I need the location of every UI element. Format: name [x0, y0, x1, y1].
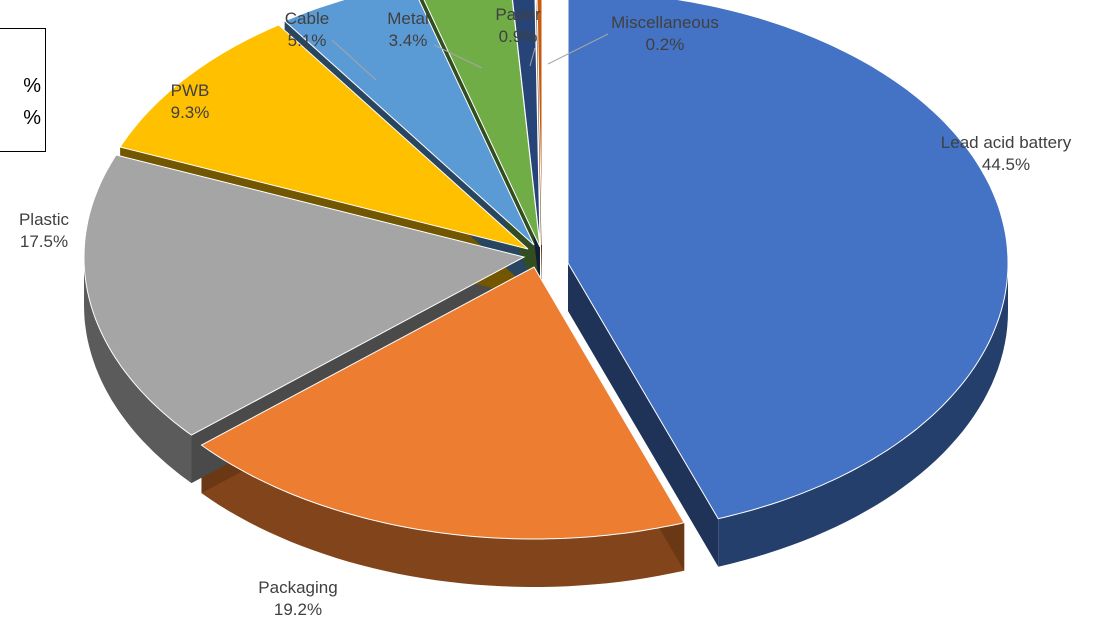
- leader-line-6: [529, 47, 536, 67]
- pie-labels: Lead acid battery 44.5% Packaging 19.2% Plas…: [19, 5, 1072, 619]
- leader-line-5: [433, 44, 483, 69]
- pie-label-name-2: Plastic: [19, 210, 70, 229]
- partial-legend-box: % %: [0, 28, 46, 152]
- pie-label-value-1: 19.2%: [274, 600, 322, 619]
- pie-slice-pwb: [119, 24, 529, 250]
- pie-wall-7: [536, 0, 542, 293]
- pie-label-name-0: Lead acid battery: [941, 133, 1072, 152]
- pie-label-value-4: 5.1%: [288, 31, 327, 50]
- pie-slice-miscellaneous: [536, 0, 543, 246]
- pie-slice-plastic: [83, 154, 526, 436]
- pie-label-value-7: 0.2%: [646, 35, 685, 54]
- pie-slice-paper: [512, 0, 541, 246]
- pie-label-value-2: 17.5%: [20, 232, 68, 251]
- pie-side-1: [201, 445, 685, 587]
- pie-slice-packaging: [200, 266, 685, 540]
- pie-wall-0: [568, 263, 719, 567]
- pie-label-value-3: 9.3%: [171, 103, 210, 122]
- pie-slice-cable: [283, 0, 535, 246]
- leader-line-4: [331, 39, 377, 81]
- pie-label-name-5: Metal: [387, 9, 429, 28]
- pie-slice-metal: [423, 0, 541, 248]
- pie-slice-lead-acid-battery: [567, 0, 1009, 520]
- pie-label-name-1: Packaging: [258, 578, 337, 597]
- pie-side-0: [718, 263, 1008, 567]
- pie-label-value-0: 44.5%: [982, 155, 1030, 174]
- pie-label-name-6: Paper: [495, 5, 541, 24]
- leader-line-7: [547, 33, 609, 65]
- pie-label-name-3: PWB: [171, 81, 210, 100]
- pie-label-value-5: 3.4%: [389, 31, 428, 50]
- pie-top-layer: [83, 0, 1009, 540]
- partial-legend-text-2: %: [23, 107, 41, 129]
- pie-label-name-4: Cable: [285, 9, 329, 28]
- leader-lines: [331, 33, 609, 81]
- pie-label-value-6: 0.9%: [499, 27, 538, 46]
- pie-label-name-7: Miscellaneous: [611, 13, 719, 32]
- pie-side-2: [84, 257, 192, 484]
- partial-legend-text-1: %: [23, 75, 41, 97]
